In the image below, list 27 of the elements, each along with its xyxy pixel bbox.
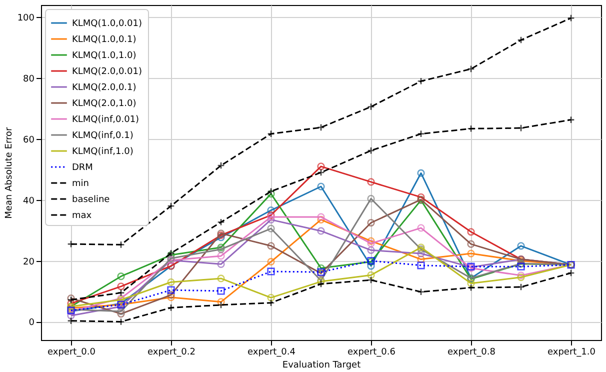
legend-label: KLMQ(1.0,0.1)	[72, 35, 136, 45]
y-tick-label: 80	[23, 74, 35, 85]
y-tick-label: 40	[23, 196, 35, 206]
x-tick-label: expert_0.8	[448, 348, 496, 358]
y-axis-title: Mean Absolute Error	[4, 126, 14, 219]
legend-label: KLMQ(inf,0.1)	[72, 131, 134, 141]
legend-label: min	[72, 179, 89, 189]
legend-label: KLMQ(2.0,0.01)	[72, 67, 142, 77]
y-tick-label: 60	[23, 136, 35, 146]
legend-label: KLMQ(1.0,1.0)	[72, 51, 136, 61]
x-tick-label: expert_1.0	[548, 348, 596, 358]
y-tick-label: 100	[17, 14, 35, 24]
y-tick-label: 0	[28, 318, 35, 328]
x-tick-label: expert_0.4	[248, 348, 296, 358]
legend-label: KLMQ(inf,1.0)	[72, 147, 134, 157]
legend-label: baseline	[72, 195, 110, 205]
x-tick-label: expert_0.0	[48, 348, 96, 358]
x-axis-title: Evaluation Target	[282, 360, 362, 370]
legend-label: KLMQ(inf,0.01)	[72, 115, 140, 125]
x-tick-label: expert_0.2	[148, 348, 196, 358]
legend-label: KLMQ(2.0,0.1)	[72, 83, 136, 93]
legend-label: KLMQ(1.0,0.01)	[72, 19, 142, 29]
y-tick-label: 20	[23, 257, 35, 268]
legend-label: KLMQ(2.0,1.0)	[72, 99, 136, 109]
legend-label: max	[72, 211, 92, 221]
x-tick-label: expert_0.6	[348, 348, 396, 358]
legend-label: DRM	[72, 163, 93, 173]
